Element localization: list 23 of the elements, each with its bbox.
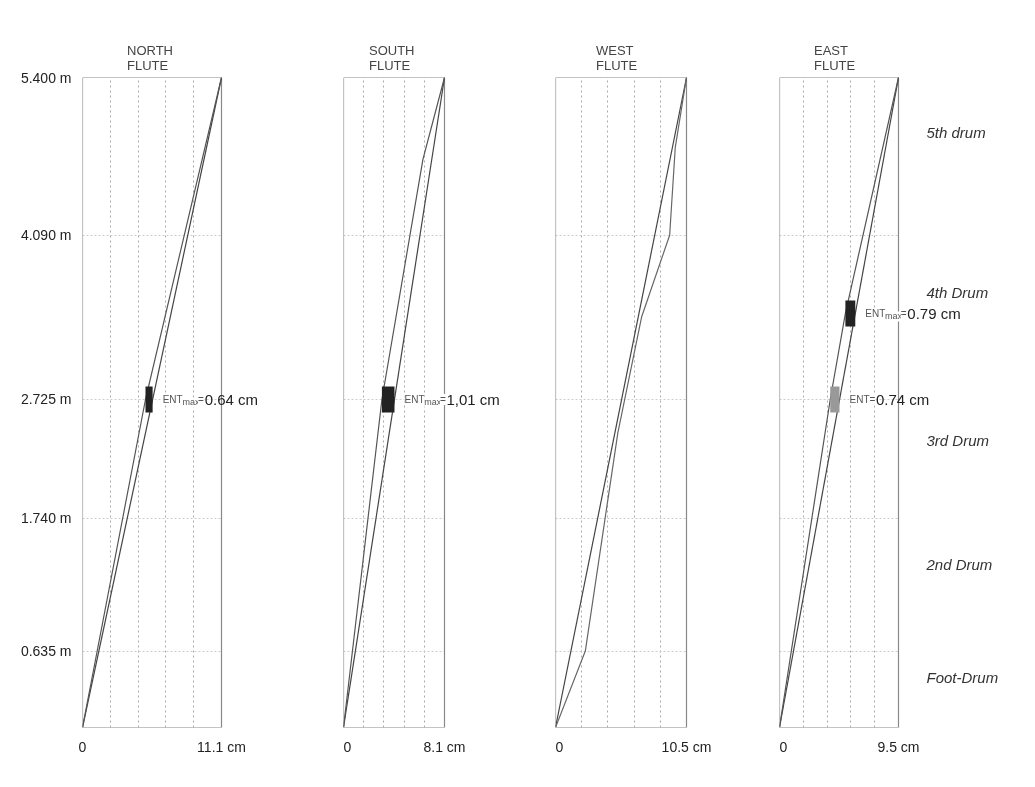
text: 3rd Drum (926, 432, 990, 450)
x-tick-label: 9.5 cm (877, 738, 920, 755)
text: 2nd Drum (925, 556, 993, 574)
x-tick-label: 0 (555, 738, 564, 755)
x-tick-label: 11.1 cm (197, 738, 246, 755)
x-tick-label: 0 (343, 738, 352, 755)
y-tick-label: 2.725 m (20, 391, 72, 408)
x-tick-label: 0 (779, 738, 788, 755)
chart-title: NORTH FLUTE (127, 42, 173, 73)
x-tick-label: 8.1 cm (423, 738, 466, 755)
annotation: ENT=0.74 cm (849, 390, 930, 408)
text: Foot-Drum (926, 669, 999, 687)
y-tick-label: 1.740 m (20, 510, 72, 527)
text: 4th Drum (926, 284, 989, 302)
chart-title: WEST FLUTE (596, 42, 638, 73)
x-tick-label: 10.5 cm (661, 738, 712, 755)
y-tick-label: 5.400 m (20, 69, 72, 86)
y-tick-label: 0.635 m (20, 643, 72, 660)
chart-title: SOUTH FLUTE (369, 42, 415, 73)
y-tick-label: 4.090 m (20, 227, 72, 244)
chart-title: EAST FLUTE (814, 42, 856, 73)
x-tick-label: 0 (78, 738, 87, 755)
text: 5th drum (926, 124, 986, 142)
